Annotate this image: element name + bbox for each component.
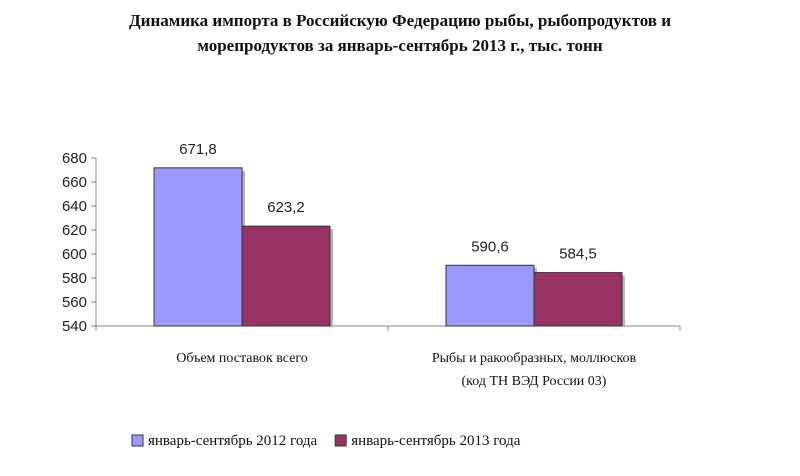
legend-swatch bbox=[334, 434, 347, 447]
data-label: 584,5 bbox=[559, 246, 597, 263]
bar bbox=[445, 264, 535, 327]
bar bbox=[241, 225, 331, 327]
y-tick-label: 640 bbox=[62, 198, 87, 215]
data-label: 623,2 bbox=[267, 199, 305, 216]
y-tick-label: 680 bbox=[62, 150, 87, 167]
bar bbox=[153, 167, 243, 327]
legend-swatch bbox=[131, 434, 144, 447]
data-label: 590,6 bbox=[471, 238, 509, 255]
y-tick-label: 620 bbox=[62, 222, 87, 239]
bar bbox=[533, 272, 623, 327]
y-tick-label: 560 bbox=[62, 294, 87, 311]
data-label: 671,8 bbox=[179, 141, 217, 158]
y-tick-label: 580 bbox=[62, 270, 87, 287]
y-tick-label: 600 bbox=[62, 246, 87, 263]
x-category-label: (код ТН ВЭД России 03) bbox=[462, 374, 607, 389]
chart-title: Динамика импорта в Российскую Федерацию … bbox=[0, 8, 800, 58]
x-category-label: Объем поставок всего bbox=[176, 351, 308, 366]
x-category-label: Рыбы и ракообразных, моллюсков bbox=[432, 351, 637, 366]
y-tick-label: 540 bbox=[62, 318, 87, 335]
y-tick-label: 660 bbox=[62, 174, 87, 191]
chart-title-line-2: морепродуктов за январь-сентябрь 2013 г.… bbox=[197, 36, 603, 55]
legend-label: январь-сентябрь 2013 года bbox=[351, 433, 521, 449]
chart-title-line-1: Динамика импорта в Российскую Федерацию … bbox=[128, 11, 671, 30]
legend-label: январь-сентябрь 2012 года bbox=[148, 433, 318, 449]
